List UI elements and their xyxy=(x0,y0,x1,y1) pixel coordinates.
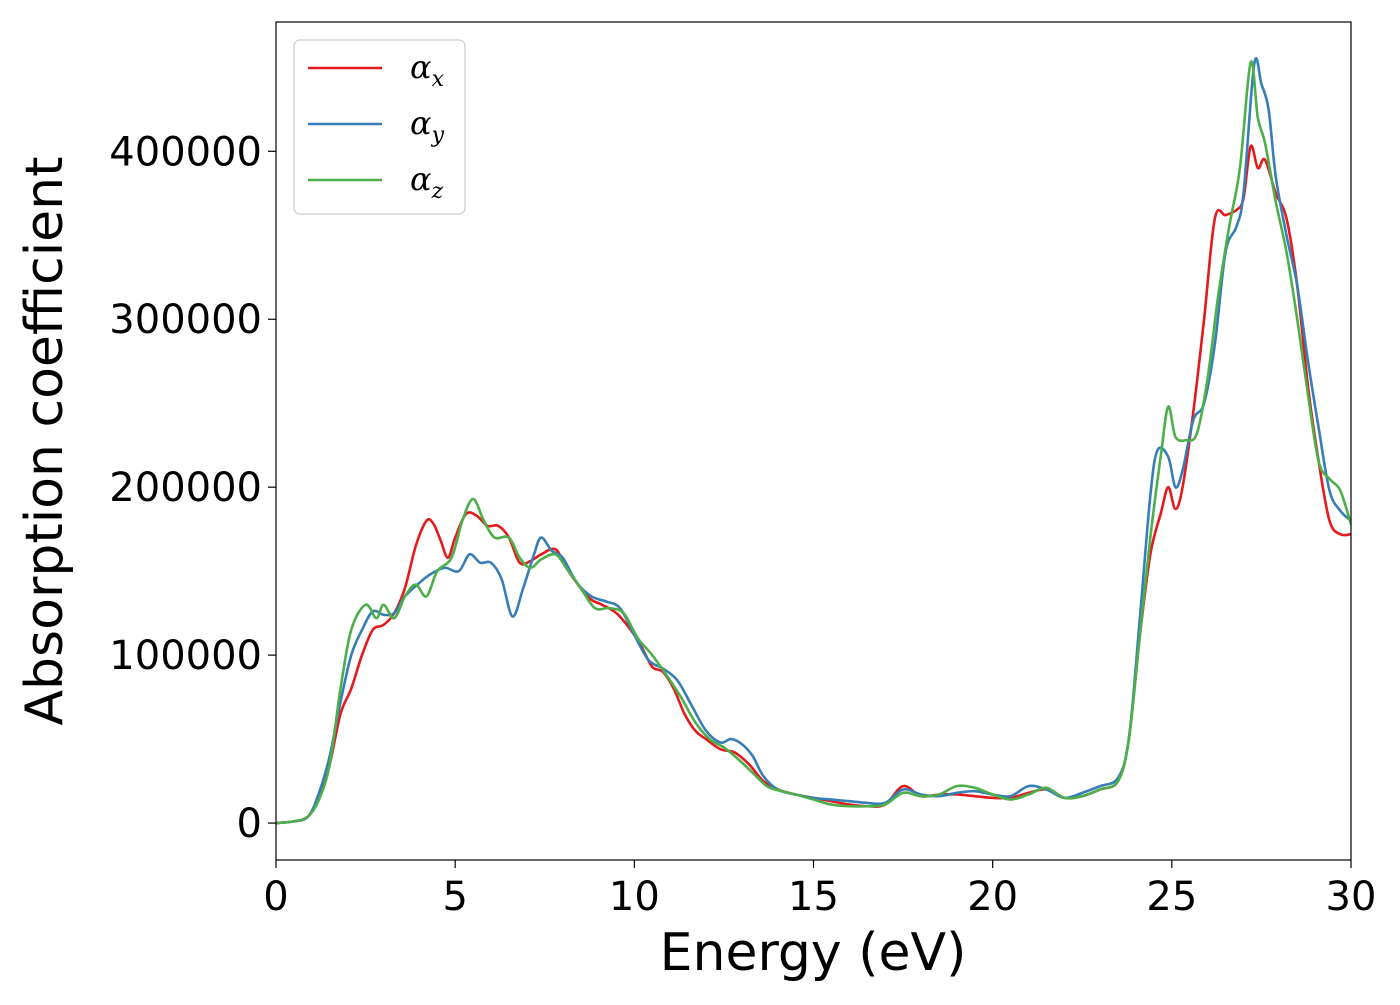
series-line-z xyxy=(276,60,1351,825)
x-tick-label: 5 xyxy=(442,874,467,920)
x-tick-label: 20 xyxy=(967,874,1018,920)
y-axis-title: Absorption coefficient xyxy=(15,156,75,725)
y-tick-label: 300000 xyxy=(109,297,262,343)
y-tick-label: 0 xyxy=(237,801,262,847)
x-tick-label: 30 xyxy=(1326,874,1377,920)
x-tick-label: 10 xyxy=(609,874,660,920)
series-layer xyxy=(276,57,1351,825)
x-axis-title: Energy (eV) xyxy=(660,923,967,983)
x-tick-label: 25 xyxy=(1146,874,1197,920)
legend-label-x: αx xyxy=(410,48,445,92)
legend-box xyxy=(293,39,466,215)
x-axis: 0 5 10 15 20 25 30 xyxy=(263,860,1376,920)
y-tick-label: 100000 xyxy=(109,633,262,679)
x-tick-label: 0 xyxy=(263,874,288,920)
y-tick-label: 200000 xyxy=(109,465,262,511)
y-tick-label: 400000 xyxy=(109,129,262,175)
series-line-y xyxy=(276,57,1351,825)
x-tick-label: 15 xyxy=(788,874,839,920)
y-axis: 0 100000 200000 300000 400000 xyxy=(109,129,276,847)
